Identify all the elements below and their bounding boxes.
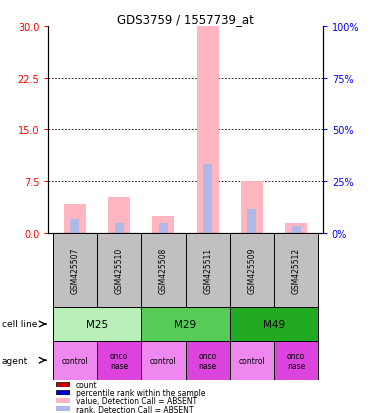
Bar xyxy=(203,164,212,233)
Bar xyxy=(197,27,219,233)
Bar xyxy=(230,341,274,380)
Text: value, Detection Call = ABSENT: value, Detection Call = ABSENT xyxy=(76,396,197,406)
Bar xyxy=(186,341,230,380)
Title: GDS3759 / 1557739_at: GDS3759 / 1557739_at xyxy=(117,13,254,26)
Text: onco
nase: onco nase xyxy=(110,351,128,370)
Text: M29: M29 xyxy=(174,319,197,329)
Text: onco
nase: onco nase xyxy=(198,351,217,370)
Bar xyxy=(274,233,318,308)
Bar xyxy=(141,341,186,380)
Bar xyxy=(159,223,168,233)
Bar xyxy=(115,223,124,233)
Bar xyxy=(53,341,97,380)
Bar xyxy=(97,341,141,380)
Text: GSM425509: GSM425509 xyxy=(247,247,256,294)
Bar xyxy=(292,226,301,233)
Text: cell line: cell line xyxy=(2,320,37,329)
Text: GSM425508: GSM425508 xyxy=(159,247,168,294)
Text: control: control xyxy=(239,356,265,365)
Bar xyxy=(274,341,318,380)
Bar xyxy=(141,233,186,308)
Bar xyxy=(247,209,256,233)
Text: GSM425510: GSM425510 xyxy=(115,247,124,294)
Bar xyxy=(152,216,174,233)
Text: onco
nase: onco nase xyxy=(287,351,305,370)
Bar xyxy=(285,223,307,233)
Text: control: control xyxy=(150,356,177,365)
Bar xyxy=(108,197,130,233)
Text: M25: M25 xyxy=(86,319,108,329)
Text: GSM425511: GSM425511 xyxy=(203,247,212,294)
Bar xyxy=(141,308,230,341)
Bar xyxy=(53,308,141,341)
Text: agent: agent xyxy=(2,356,28,365)
Bar xyxy=(230,308,318,341)
Bar xyxy=(64,204,86,233)
Bar xyxy=(230,233,274,308)
Text: GSM425507: GSM425507 xyxy=(70,247,79,294)
Bar xyxy=(186,233,230,308)
Text: count: count xyxy=(76,380,98,389)
Text: control: control xyxy=(62,356,88,365)
Bar xyxy=(97,233,141,308)
Bar xyxy=(241,182,263,233)
Text: GSM425512: GSM425512 xyxy=(292,247,301,294)
Bar xyxy=(53,233,97,308)
Text: M49: M49 xyxy=(263,319,285,329)
Text: percentile rank within the sample: percentile rank within the sample xyxy=(76,388,206,397)
Bar xyxy=(70,220,79,233)
Text: rank, Detection Call = ABSENT: rank, Detection Call = ABSENT xyxy=(76,405,194,413)
